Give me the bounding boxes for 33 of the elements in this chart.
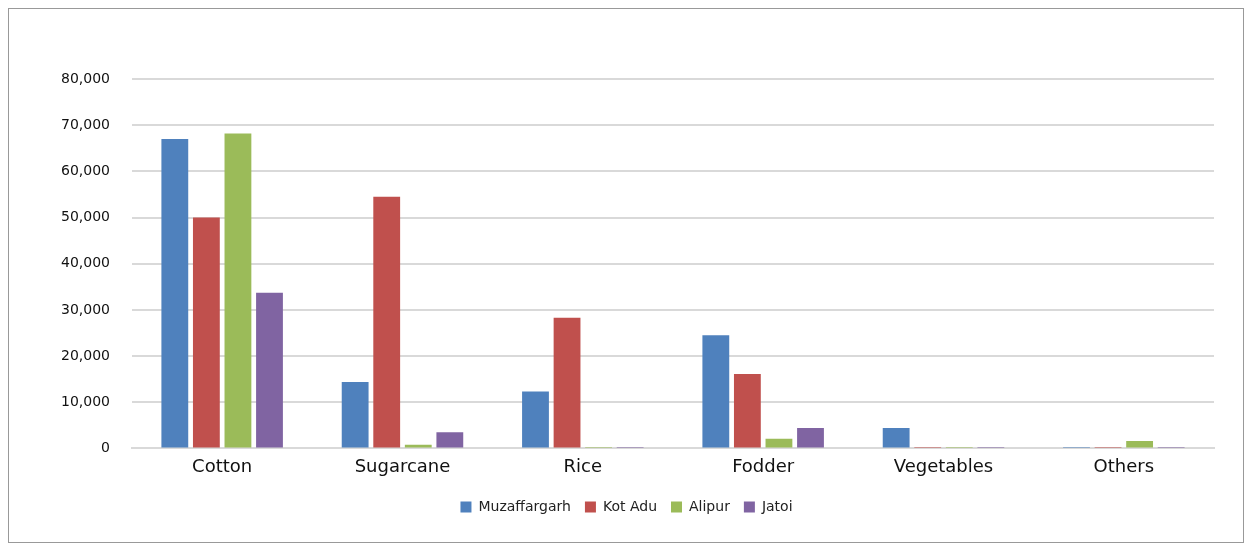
x-tick-label: Sugarcane [354,454,451,476]
bar [192,217,220,448]
y-tick-label: 50,000 [60,208,110,225]
legend-label: Alipur [689,497,731,514]
x-tick-label: Cotton [192,454,253,476]
bar [733,374,761,448]
bar [341,381,369,448]
y-tick-label: 60,000 [60,161,110,178]
legend-label: Jatoi [760,497,793,514]
bar [882,428,910,448]
y-tick-label: 10,000 [60,392,110,409]
x-tick-label: Fodder [732,454,795,476]
bar [797,428,824,448]
y-tick-label: 30,000 [60,300,110,317]
bar [702,335,730,448]
bar [373,196,401,448]
y-tick-label: 40,000 [60,254,110,271]
legend-label: Kot Adu [602,497,658,514]
bar [436,432,464,448]
x-tick-label: Rice [563,454,603,476]
bar [522,391,549,448]
bar [224,133,252,448]
x-tick-label: Vegetables [893,454,994,476]
bar [161,139,189,448]
y-tick-label: 0 [101,439,110,456]
x-tick-label: Others [1093,454,1155,476]
bar [1126,441,1154,448]
y-tick-label: 80,000 [60,69,110,86]
bar [553,317,581,448]
y-tick-label: 20,000 [60,346,110,363]
y-tick-label: 70,000 [60,115,110,132]
legend-label: Muzaffargarh [478,497,571,514]
bar [256,292,283,448]
